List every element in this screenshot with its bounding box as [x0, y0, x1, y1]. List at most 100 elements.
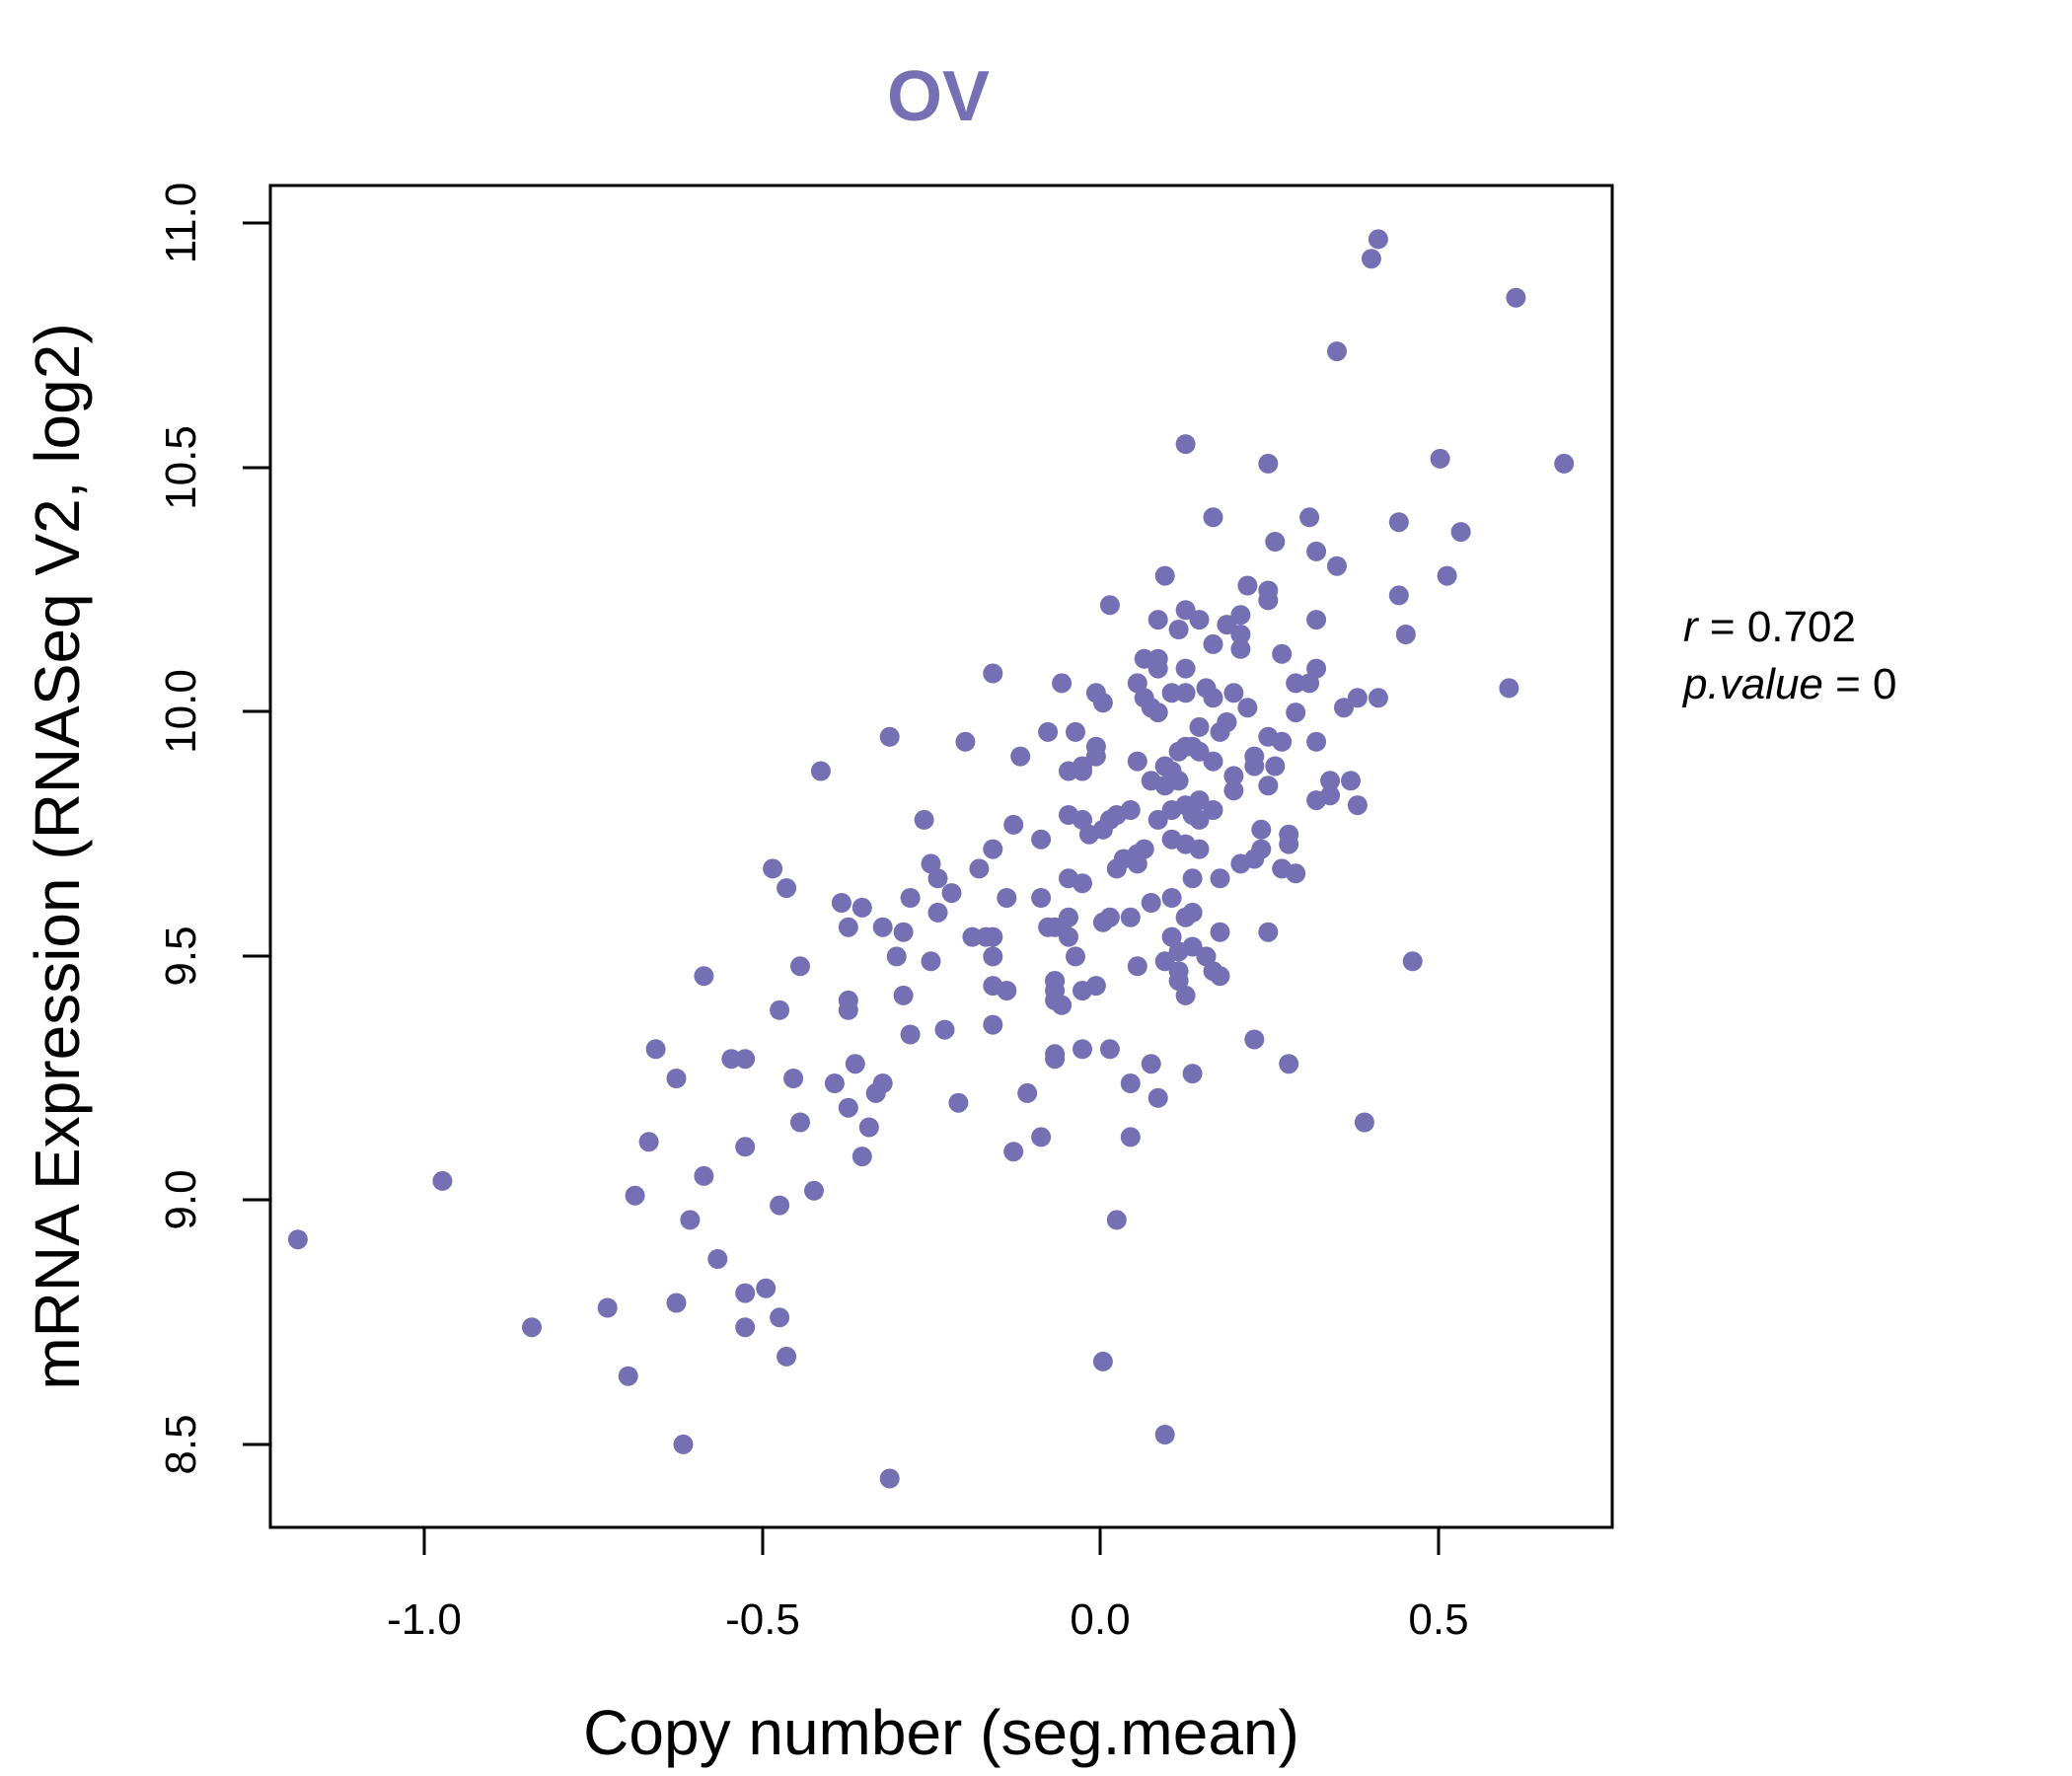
data-point — [1168, 771, 1189, 791]
x-axis: -1.0 -0.5 0.0 0.5 Copy number (seg.mean) — [387, 1525, 1469, 1768]
data-point — [1299, 673, 1320, 694]
y-tick-label: 9.0 — [157, 1169, 205, 1229]
data-point — [969, 858, 990, 879]
data-point — [735, 1283, 756, 1303]
data-point — [1099, 907, 1120, 927]
data-point — [1203, 751, 1223, 772]
plot-frame — [268, 184, 1614, 1529]
data-point — [1052, 673, 1073, 694]
data-point — [1203, 688, 1223, 708]
data-point — [1085, 976, 1106, 997]
data-point — [851, 897, 872, 918]
data-point — [1244, 1029, 1265, 1050]
data-point — [893, 922, 914, 942]
data-point — [1099, 595, 1120, 616]
data-point — [810, 761, 831, 781]
data-point — [1099, 1039, 1120, 1060]
data-point — [1237, 698, 1258, 718]
x-axis-title: Copy number (seg.mean) — [583, 1697, 1299, 1768]
data-point — [1306, 610, 1327, 630]
y-axis-title: mRNA Expression (RNASeq V2, log2) — [22, 323, 93, 1389]
data-point — [1272, 643, 1293, 664]
data-point — [1279, 824, 1299, 845]
data-point — [1430, 448, 1450, 469]
data-point — [1182, 936, 1203, 957]
data-point — [914, 809, 934, 830]
data-point — [1437, 565, 1457, 586]
data-point — [983, 926, 1003, 947]
x-tick-label: -0.5 — [725, 1595, 800, 1644]
data-point — [1154, 951, 1175, 972]
data-point — [1230, 605, 1251, 626]
data-point — [1388, 512, 1409, 533]
data-point — [1175, 434, 1196, 455]
y-tick-label: 10.5 — [157, 425, 205, 510]
data-point — [777, 878, 797, 899]
data-point — [1182, 1064, 1203, 1084]
data-point — [1203, 800, 1223, 820]
data-point — [1334, 698, 1354, 718]
data-point — [1175, 600, 1196, 621]
data-point — [872, 1073, 893, 1093]
data-point — [838, 999, 858, 1020]
data-point — [1265, 756, 1286, 777]
data-point — [879, 1468, 900, 1489]
data-point — [804, 1180, 824, 1201]
data-point — [1402, 951, 1423, 972]
data-point — [845, 1054, 865, 1074]
data-point — [1066, 946, 1085, 967]
data-point — [955, 731, 976, 752]
data-point — [735, 1317, 756, 1338]
data-point — [1066, 721, 1085, 742]
data-point — [1120, 907, 1141, 927]
data-point — [735, 1049, 756, 1070]
data-point — [1092, 1351, 1113, 1371]
data-point — [872, 917, 893, 937]
data-point — [673, 1434, 694, 1454]
data-point — [770, 1195, 790, 1216]
data-point — [997, 888, 1017, 908]
data-point — [983, 663, 1003, 684]
data-point — [900, 888, 921, 908]
data-point — [1073, 873, 1092, 894]
data-point — [1147, 703, 1168, 723]
data-point — [1127, 751, 1147, 772]
data-point — [927, 868, 948, 889]
data-point — [1038, 721, 1059, 742]
data-point — [1203, 507, 1223, 528]
y-tick-label: 10.0 — [157, 669, 205, 754]
data-point — [1127, 673, 1147, 694]
data-point — [1223, 766, 1244, 786]
data-point — [770, 1307, 790, 1328]
data-point — [1306, 731, 1327, 752]
data-point — [763, 858, 783, 879]
data-point — [1450, 522, 1471, 543]
data-point — [824, 1073, 845, 1093]
x-tick-label: 0.5 — [1408, 1595, 1468, 1644]
data-point — [666, 1293, 687, 1313]
data-point — [1217, 615, 1237, 635]
data-point — [1141, 1054, 1161, 1074]
data-point — [1258, 922, 1279, 942]
data-point — [1059, 907, 1078, 927]
data-point — [1286, 703, 1306, 723]
data-point — [1230, 638, 1251, 659]
data-point — [1265, 532, 1286, 552]
data-point — [1134, 648, 1154, 669]
data-point — [1223, 683, 1244, 703]
data-point — [1203, 633, 1223, 654]
data-point — [1092, 693, 1113, 713]
data-point — [1347, 688, 1368, 708]
data-point — [1395, 625, 1416, 644]
data-point — [1031, 1127, 1052, 1147]
data-point — [1286, 673, 1306, 694]
data-point — [666, 1069, 687, 1088]
data-point — [1134, 839, 1154, 859]
data-point — [1230, 625, 1251, 644]
data-point — [1031, 888, 1052, 908]
data-point — [927, 902, 948, 923]
data-point — [735, 1137, 756, 1157]
data-point — [1010, 746, 1031, 767]
data-point — [1189, 839, 1210, 859]
